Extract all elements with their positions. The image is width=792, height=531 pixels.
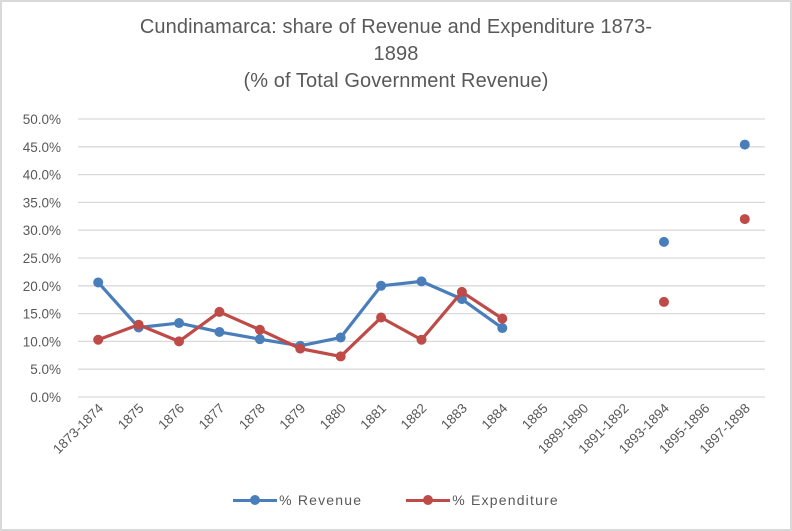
x-axis-ticks: 1873-1874 1875 1876 1877 1878 1879 1880 1881 188… bbox=[50, 400, 753, 457]
x-tick-label: 1883 bbox=[438, 401, 470, 433]
series-group bbox=[93, 139, 750, 362]
legend: % Revenue % Expenditure bbox=[0, 492, 792, 508]
y-tick-label: 25.0% bbox=[23, 251, 61, 266]
legend-swatch-expenditure bbox=[406, 494, 451, 506]
legend-swatch-revenue bbox=[233, 494, 278, 506]
series-expenditure bbox=[93, 214, 750, 362]
data-point[interactable] bbox=[335, 332, 346, 343]
data-point[interactable] bbox=[416, 276, 427, 287]
chart-title-line-3: (% of Total Government Revenue) bbox=[243, 70, 549, 92]
data-point[interactable] bbox=[214, 306, 225, 317]
legend-label-revenue: % Revenue bbox=[279, 492, 363, 508]
data-point[interactable] bbox=[254, 334, 265, 345]
data-point[interactable] bbox=[376, 312, 387, 323]
y-tick-label: 30.0% bbox=[23, 223, 61, 238]
data-point[interactable] bbox=[497, 323, 508, 334]
x-tick-label: 1882 bbox=[398, 401, 430, 433]
x-tick-label: 1881 bbox=[357, 401, 389, 433]
x-tick-label: 1876 bbox=[155, 401, 187, 433]
data-point[interactable] bbox=[416, 334, 427, 345]
series-revenue bbox=[93, 139, 750, 351]
y-tick-label: 40.0% bbox=[23, 168, 61, 183]
y-tick-label: 5.0% bbox=[30, 362, 61, 377]
y-tick-label: 0.0% bbox=[30, 390, 61, 405]
x-tick-label: 1885 bbox=[519, 401, 551, 433]
gridlines bbox=[78, 118, 765, 398]
x-tick-label: 1878 bbox=[236, 401, 268, 433]
data-point[interactable] bbox=[174, 318, 185, 329]
x-tick-label: 1884 bbox=[479, 400, 511, 432]
y-tick-label: 20.0% bbox=[23, 279, 61, 294]
chart-title-line-1: Cundinamarca: share of Revenue and Expen… bbox=[139, 16, 653, 38]
y-tick-label: 15.0% bbox=[23, 307, 61, 322]
data-point[interactable] bbox=[456, 286, 467, 297]
data-point[interactable] bbox=[254, 324, 265, 335]
data-point[interactable] bbox=[133, 319, 144, 330]
data-point[interactable] bbox=[93, 334, 104, 345]
chart-title: Cundinamarca: share of Revenue and Expen… bbox=[0, 14, 792, 95]
data-point[interactable] bbox=[376, 280, 387, 291]
data-point[interactable] bbox=[497, 313, 508, 324]
chart-title-line-2: 1898 bbox=[373, 43, 419, 65]
legend-label-expenditure: % Expenditure bbox=[452, 492, 559, 508]
legend-item-expenditure[interactable]: % Expenditure bbox=[406, 492, 559, 508]
legend-item-revenue[interactable]: % Revenue bbox=[233, 492, 362, 508]
data-point[interactable] bbox=[295, 343, 306, 354]
x-tick-label: 1873-1874 bbox=[50, 400, 107, 457]
y-axis-ticks: 0.0% 5.0% 10.0% 15.0% 20.0% 25.0% 30.0% 35.0% 40… bbox=[23, 112, 61, 405]
x-tick-label: 1877 bbox=[196, 401, 228, 433]
data-point[interactable] bbox=[739, 139, 750, 150]
y-tick-label: 45.0% bbox=[23, 140, 61, 155]
data-point[interactable] bbox=[739, 214, 750, 225]
x-tick-label: 1875 bbox=[115, 401, 147, 433]
y-tick-label: 10.0% bbox=[23, 334, 61, 349]
data-point[interactable] bbox=[214, 326, 225, 337]
x-tick-label: 1879 bbox=[277, 401, 309, 433]
data-point[interactable] bbox=[335, 351, 346, 362]
y-tick-label: 35.0% bbox=[23, 195, 61, 210]
data-point[interactable] bbox=[93, 277, 104, 288]
data-point[interactable] bbox=[658, 296, 669, 307]
x-tick-label: 1880 bbox=[317, 401, 349, 433]
data-point[interactable] bbox=[658, 236, 669, 247]
data-point[interactable] bbox=[174, 336, 185, 347]
y-tick-label: 50.0% bbox=[23, 112, 61, 127]
